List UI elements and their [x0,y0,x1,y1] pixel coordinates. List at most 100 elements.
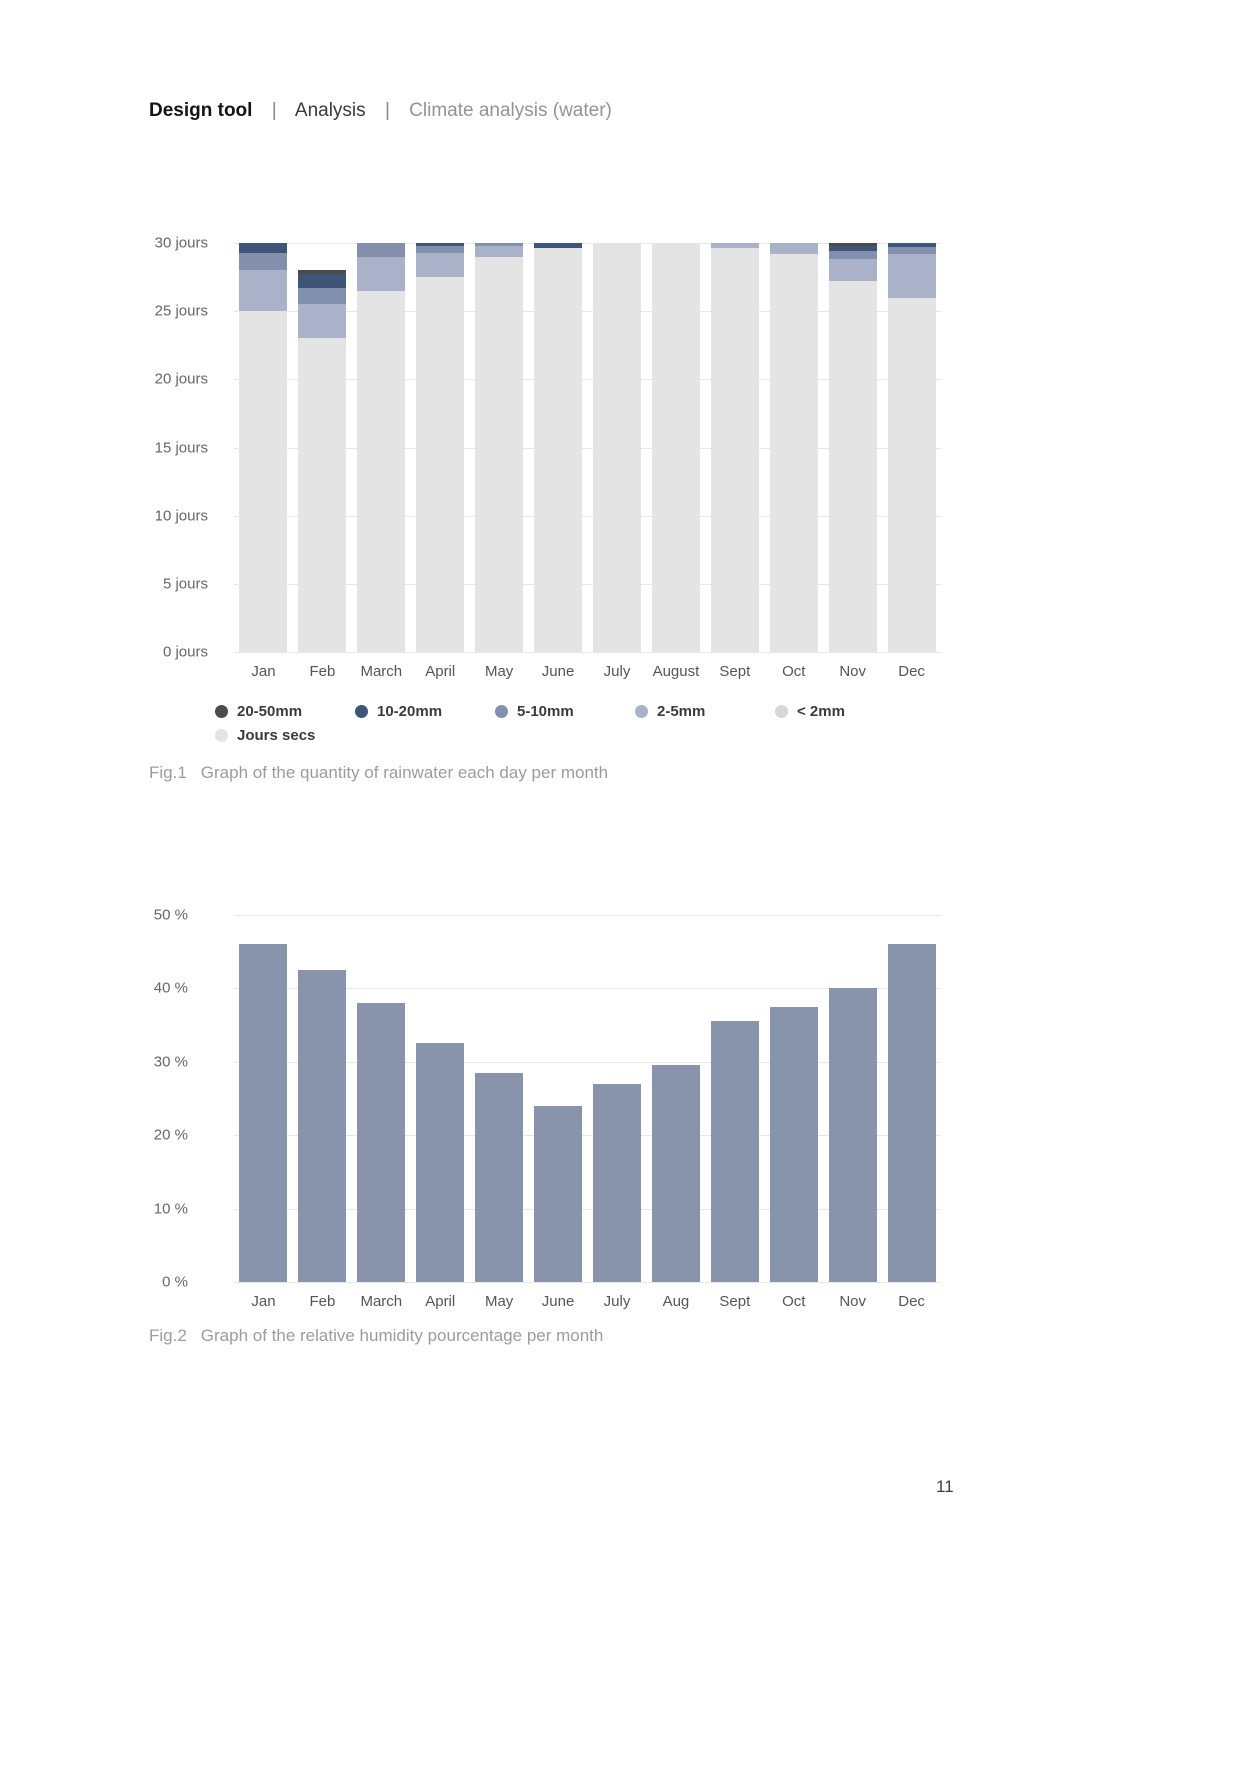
x-tick-label: July [603,1293,631,1310]
bar-nov [828,915,877,1282]
bar-area: Jan Feb March April May June July August Sept Oct… [234,243,941,680]
bar-segment-10-20mm [416,243,465,246]
x-tick-label: Oct [782,1293,806,1310]
x-tick-label: Aug [662,1293,690,1310]
gridline [234,1208,941,1210]
y-tick-label: 5 jours [162,575,208,593]
humidity-chart: 50 % 40 % 30 % 20 % 10 % 0 % Jan Feb March April… [154,907,941,1310]
gridline [234,1135,941,1137]
legend-label: Jours secs [237,727,316,744]
humidity-plot: Jan Feb March April May June July Aug Sept Oct Nov… [234,915,941,1310]
bar-slot-feb: Feb [293,915,352,1310]
fig2-text: Graph of the relative humidity pourcenta… [200,1326,604,1345]
gridline [234,1282,941,1283]
gridline [234,915,941,916]
bar-june [534,915,583,1282]
legend-item-20-50mm: 20-50mm [215,703,307,720]
bar-segment-relative-humidity [828,988,877,1282]
y-tick-label: 0 % [162,1273,188,1291]
bar-june [534,243,583,652]
x-tick-label: Dec [898,1293,925,1310]
bar-sept [710,915,759,1282]
legend-dot-2mm [775,705,788,718]
bar-segment-10-20mm [534,243,583,249]
gridline [234,379,941,381]
bar-segment-5-10mm [239,252,288,271]
bar-segment-5-10mm [357,243,406,257]
fig2-caption: Fig.2 Graph of the relative humidity pour… [149,1326,603,1346]
bar-segment-5-10mm [475,243,524,246]
bar-oct [769,243,818,652]
page-number: 11 [936,1477,954,1496]
y-tick-label: 40 % [153,979,188,997]
x-tick-label: April [425,663,456,680]
bar-slot-feb: Feb [293,243,352,680]
legend-label: 10-20mm [377,703,443,720]
y-tick-label: 15 jours [154,439,208,456]
bar-slot-april: April [411,243,470,680]
fig2-label: Fig.2 [149,1326,187,1345]
bar-slot-april: April [411,915,470,1310]
bar-segment-2-5mm [298,304,347,339]
bar-segment-jours-secs [828,281,877,652]
humidity-y-axis: 50 % 40 % 30 % 20 % 10 % 0 % [154,907,188,1291]
x-tick-label: March [360,1293,403,1310]
bar-segment-20-50mm [298,270,347,275]
bar-slot-july: July [588,915,647,1310]
gridline [234,243,941,244]
bar-slot-jan: Jan [234,915,293,1310]
y-tick-label: 30 jours [154,234,208,252]
fig1-caption: Fig.1 Graph of the quantity of rainwater … [149,763,608,783]
bar-march [357,243,406,652]
bar-segment-5-10mm [298,288,347,305]
breadcrumb: Design tool | Analysis | Climate analysi… [149,100,612,122]
bar-segment-relative-humidity [769,1006,818,1282]
x-tick-label: March [360,663,403,680]
legend-dot-10-20mm [355,705,368,718]
rainfall-y-axis: 30 jours 25 jours 20 jours 15 jours 10 jours… [155,235,208,661]
bar-segment-5-10mm [887,247,936,254]
bar-dec [887,243,936,652]
x-tick-label: Jan [251,1293,276,1310]
gridline [234,311,941,313]
bar-segment-5-10mm [416,245,465,253]
bar-sept [710,243,759,652]
bar-segment-jours-secs [357,290,406,652]
bar-segment-relative-humidity [534,1105,583,1282]
legend-dot-5-10mm [495,705,508,718]
y-tick-label: 0 jours [162,643,208,661]
bar-segment-10-20mm [828,245,877,252]
bar-segment-jours-secs [769,253,818,652]
bar-feb [298,243,347,652]
bar-segment-20-50mm [828,243,877,246]
bar-slot-aug: Aug [646,915,705,1310]
legend-item-5-10mm: 5-10mm [495,703,587,720]
bar-feb [298,915,347,1282]
bar-segment-jours-secs [710,248,759,652]
bar-segment-jours-secs [416,277,465,652]
bar-segment-2-5mm [828,259,877,282]
legend-label: < 2mm [797,703,845,720]
bar-july [592,243,641,652]
bar-segment-10-20mm [239,243,288,253]
bar-slot-august: August [646,243,705,680]
x-tick-label: Jan [251,663,276,680]
bar-area: Jan Feb March April May June July Aug Sept Oct Nov… [234,915,941,1310]
bar-slot-jan: Jan [234,243,293,680]
legend-label: 20-50mm [237,703,303,720]
bar-april [416,915,465,1282]
y-tick-label: 30 % [153,1053,188,1071]
bar-slot-sept: Sept [705,243,764,680]
bar-segment-2-5mm [769,243,818,254]
bar-slot-dec: Dec [882,915,941,1310]
y-tick-label: 50 % [153,906,188,924]
legend-item-2-5mm: 2-5mm [635,703,727,720]
bar-segment-5-10mm [828,251,877,260]
x-tick-label: Sept [719,1293,751,1310]
bar-segment-jours-secs [534,248,583,652]
bar-aug [651,915,700,1282]
x-tick-label: Oct [782,663,806,680]
bar-may [475,915,524,1282]
bar-slot-june: June [529,915,588,1310]
